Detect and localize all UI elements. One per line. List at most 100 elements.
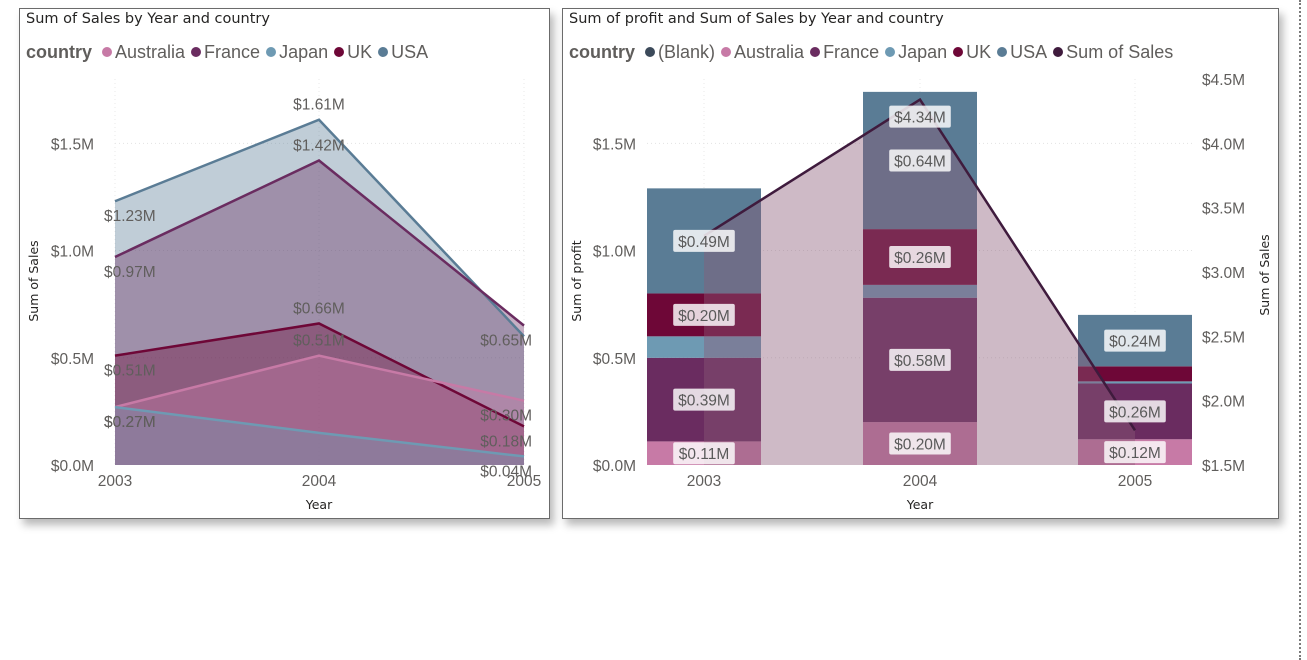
data-label: $0.18M [480, 433, 532, 450]
legend-item-france[interactable]: France [191, 42, 260, 63]
data-label-background [1104, 329, 1166, 352]
legend-marker [191, 47, 202, 58]
y2-axis-title: Sum of Sales [1257, 234, 1272, 315]
data-label: $0.20M [673, 303, 735, 326]
y2-axis-tick-label: $2.0M [1202, 394, 1245, 411]
legend-item-australia[interactable]: Australia [102, 42, 185, 63]
area-australia [115, 355, 524, 465]
data-label: $0.26M [1104, 400, 1166, 423]
legend-marker [1053, 47, 1064, 58]
y-axis-tick-label: $0.0M [593, 458, 636, 475]
data-label: $1.61M [293, 97, 345, 114]
y-axis-tick-label: $0.5M [51, 351, 94, 368]
bar-segment-japan-2005 [1078, 381, 1192, 384]
data-label: $0.12M [1104, 441, 1166, 464]
data-label-text: $0.26M [894, 250, 946, 267]
data-label-text: $0.24M [1109, 334, 1161, 351]
legend-items: (Blank) Australia France Japan UK USA Sum of S… [639, 41, 1173, 63]
data-label-text: $0.49M [678, 234, 730, 251]
legend: country (Blank) Australia France Japan UK USA… [569, 41, 1173, 63]
legend-items: Australia France Japan UK USA [96, 41, 428, 63]
data-label: $0.51M [293, 333, 345, 350]
line-sum-of-sales [703, 97, 1137, 431]
data-label-text: $0.58M [894, 353, 946, 370]
data-label: $0.66M [293, 300, 345, 317]
legend-item-uk[interactable]: UK [953, 42, 991, 63]
data-label: $0.58M [889, 348, 951, 371]
data-label-background [673, 303, 735, 326]
line-usa [114, 118, 525, 338]
data-label: $0.11M [673, 442, 735, 465]
legend-item-australia[interactable]: Australia [721, 42, 804, 63]
data-label-text: $0.26M [1109, 404, 1161, 421]
legend-item-usa[interactable]: USA [997, 42, 1047, 63]
data-label: $4.34M [889, 105, 951, 128]
line-france [114, 159, 525, 327]
y2-axis-tick-label: $1.5M [1202, 458, 1245, 475]
legend-label: USA [1010, 41, 1048, 62]
legend: country Australia France Japan UK USA [26, 41, 428, 63]
legend-label: Sum of Sales [1066, 41, 1174, 62]
y2-axis-tick-label: $4.5M [1202, 72, 1245, 89]
legend-marker [266, 47, 277, 58]
legend-label: UK [347, 41, 373, 62]
data-label: $0.27M [104, 414, 156, 431]
legend-label: Australia [115, 41, 186, 62]
legend-item-sum-of-sales[interactable]: Sum of Sales [1053, 42, 1173, 63]
x-axis-title: Year [305, 497, 333, 512]
y-axis-tick-label: $0.5M [593, 351, 636, 368]
y-axis-tick-label: $1.0M [593, 244, 636, 261]
data-label-background [889, 432, 951, 455]
combo-chart-visual[interactable]: Sum of profit and Sum of Sales by Year a… [562, 8, 1279, 519]
area-uk [115, 323, 524, 465]
chart-title: Sum of profit and Sum of Sales by Year a… [569, 11, 944, 27]
legend-item-japan[interactable]: Japan [266, 42, 328, 63]
data-label-text: $0.64M [894, 153, 946, 170]
data-label-background [889, 245, 951, 268]
area-japan [115, 407, 524, 465]
data-label-text: $0.20M [678, 308, 730, 325]
area-france [115, 160, 524, 465]
data-label: $0.24M [1104, 329, 1166, 352]
legend-marker [885, 47, 896, 58]
data-label: $0.20M [889, 432, 951, 455]
legend-marker [102, 47, 113, 58]
area-sum-of-sales [704, 99, 1135, 465]
bar-segment-uk-2005 [1078, 366, 1192, 382]
data-label: $0.04M [480, 463, 532, 480]
legend-label: France [823, 41, 880, 62]
data-label: $0.97M [104, 264, 156, 281]
data-label-background [889, 149, 951, 172]
data-label: $0.65M [480, 333, 532, 350]
data-label: $1.23M [104, 208, 156, 225]
data-label-text: $0.12M [1109, 445, 1161, 462]
legend-label: Japan [898, 41, 948, 62]
legend-item-japan[interactable]: Japan [885, 42, 947, 63]
data-label-background [673, 229, 735, 252]
y2-axis-tick-label: $3.5M [1202, 201, 1245, 218]
legend-item-uk[interactable]: UK [334, 42, 372, 63]
y-axis-title: Sum of profit [569, 240, 584, 321]
legend-marker [997, 47, 1008, 58]
legend-marker [953, 47, 964, 58]
legend-title: country [569, 41, 636, 62]
legend-item-france[interactable]: France [810, 42, 879, 63]
chart-title: Sum of Sales by Year and country [26, 11, 270, 27]
y-axis-tick-label: $1.0M [51, 244, 94, 261]
y-axis-tick-label: $0.0M [51, 458, 94, 475]
data-label: $0.64M [889, 149, 951, 172]
legend-item-blank[interactable]: (Blank) [645, 42, 715, 63]
legend-item-usa[interactable]: USA [378, 42, 428, 63]
data-label: $0.39M [673, 388, 735, 411]
x-axis-tick-label: 2003 [687, 473, 721, 490]
line-australia [114, 354, 525, 409]
legend-marker [645, 47, 656, 58]
y-axis-title: Sum of Sales [26, 240, 41, 321]
y2-axis-tick-label: $3.0M [1202, 265, 1245, 282]
data-label: $1.42M [293, 137, 345, 154]
area-chart-visual[interactable]: Sum of Sales by Year and country country… [19, 8, 550, 519]
legend-marker [334, 47, 345, 58]
data-label-background [889, 105, 951, 128]
x-axis-tick-label: 2004 [903, 473, 938, 490]
data-label-background [673, 388, 735, 411]
